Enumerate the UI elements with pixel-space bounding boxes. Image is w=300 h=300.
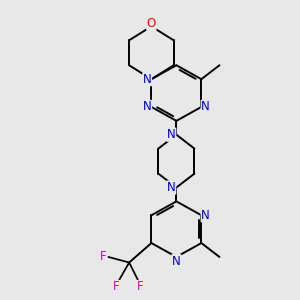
Text: N: N <box>167 181 176 194</box>
Text: F: F <box>100 250 106 263</box>
Text: F: F <box>137 280 144 293</box>
Text: F: F <box>113 280 120 293</box>
Text: N: N <box>143 73 152 86</box>
Text: N: N <box>172 255 181 268</box>
Text: O: O <box>147 17 156 30</box>
Text: N: N <box>201 209 210 222</box>
Text: N: N <box>143 100 152 113</box>
Text: N: N <box>201 100 210 113</box>
Text: N: N <box>167 128 176 141</box>
